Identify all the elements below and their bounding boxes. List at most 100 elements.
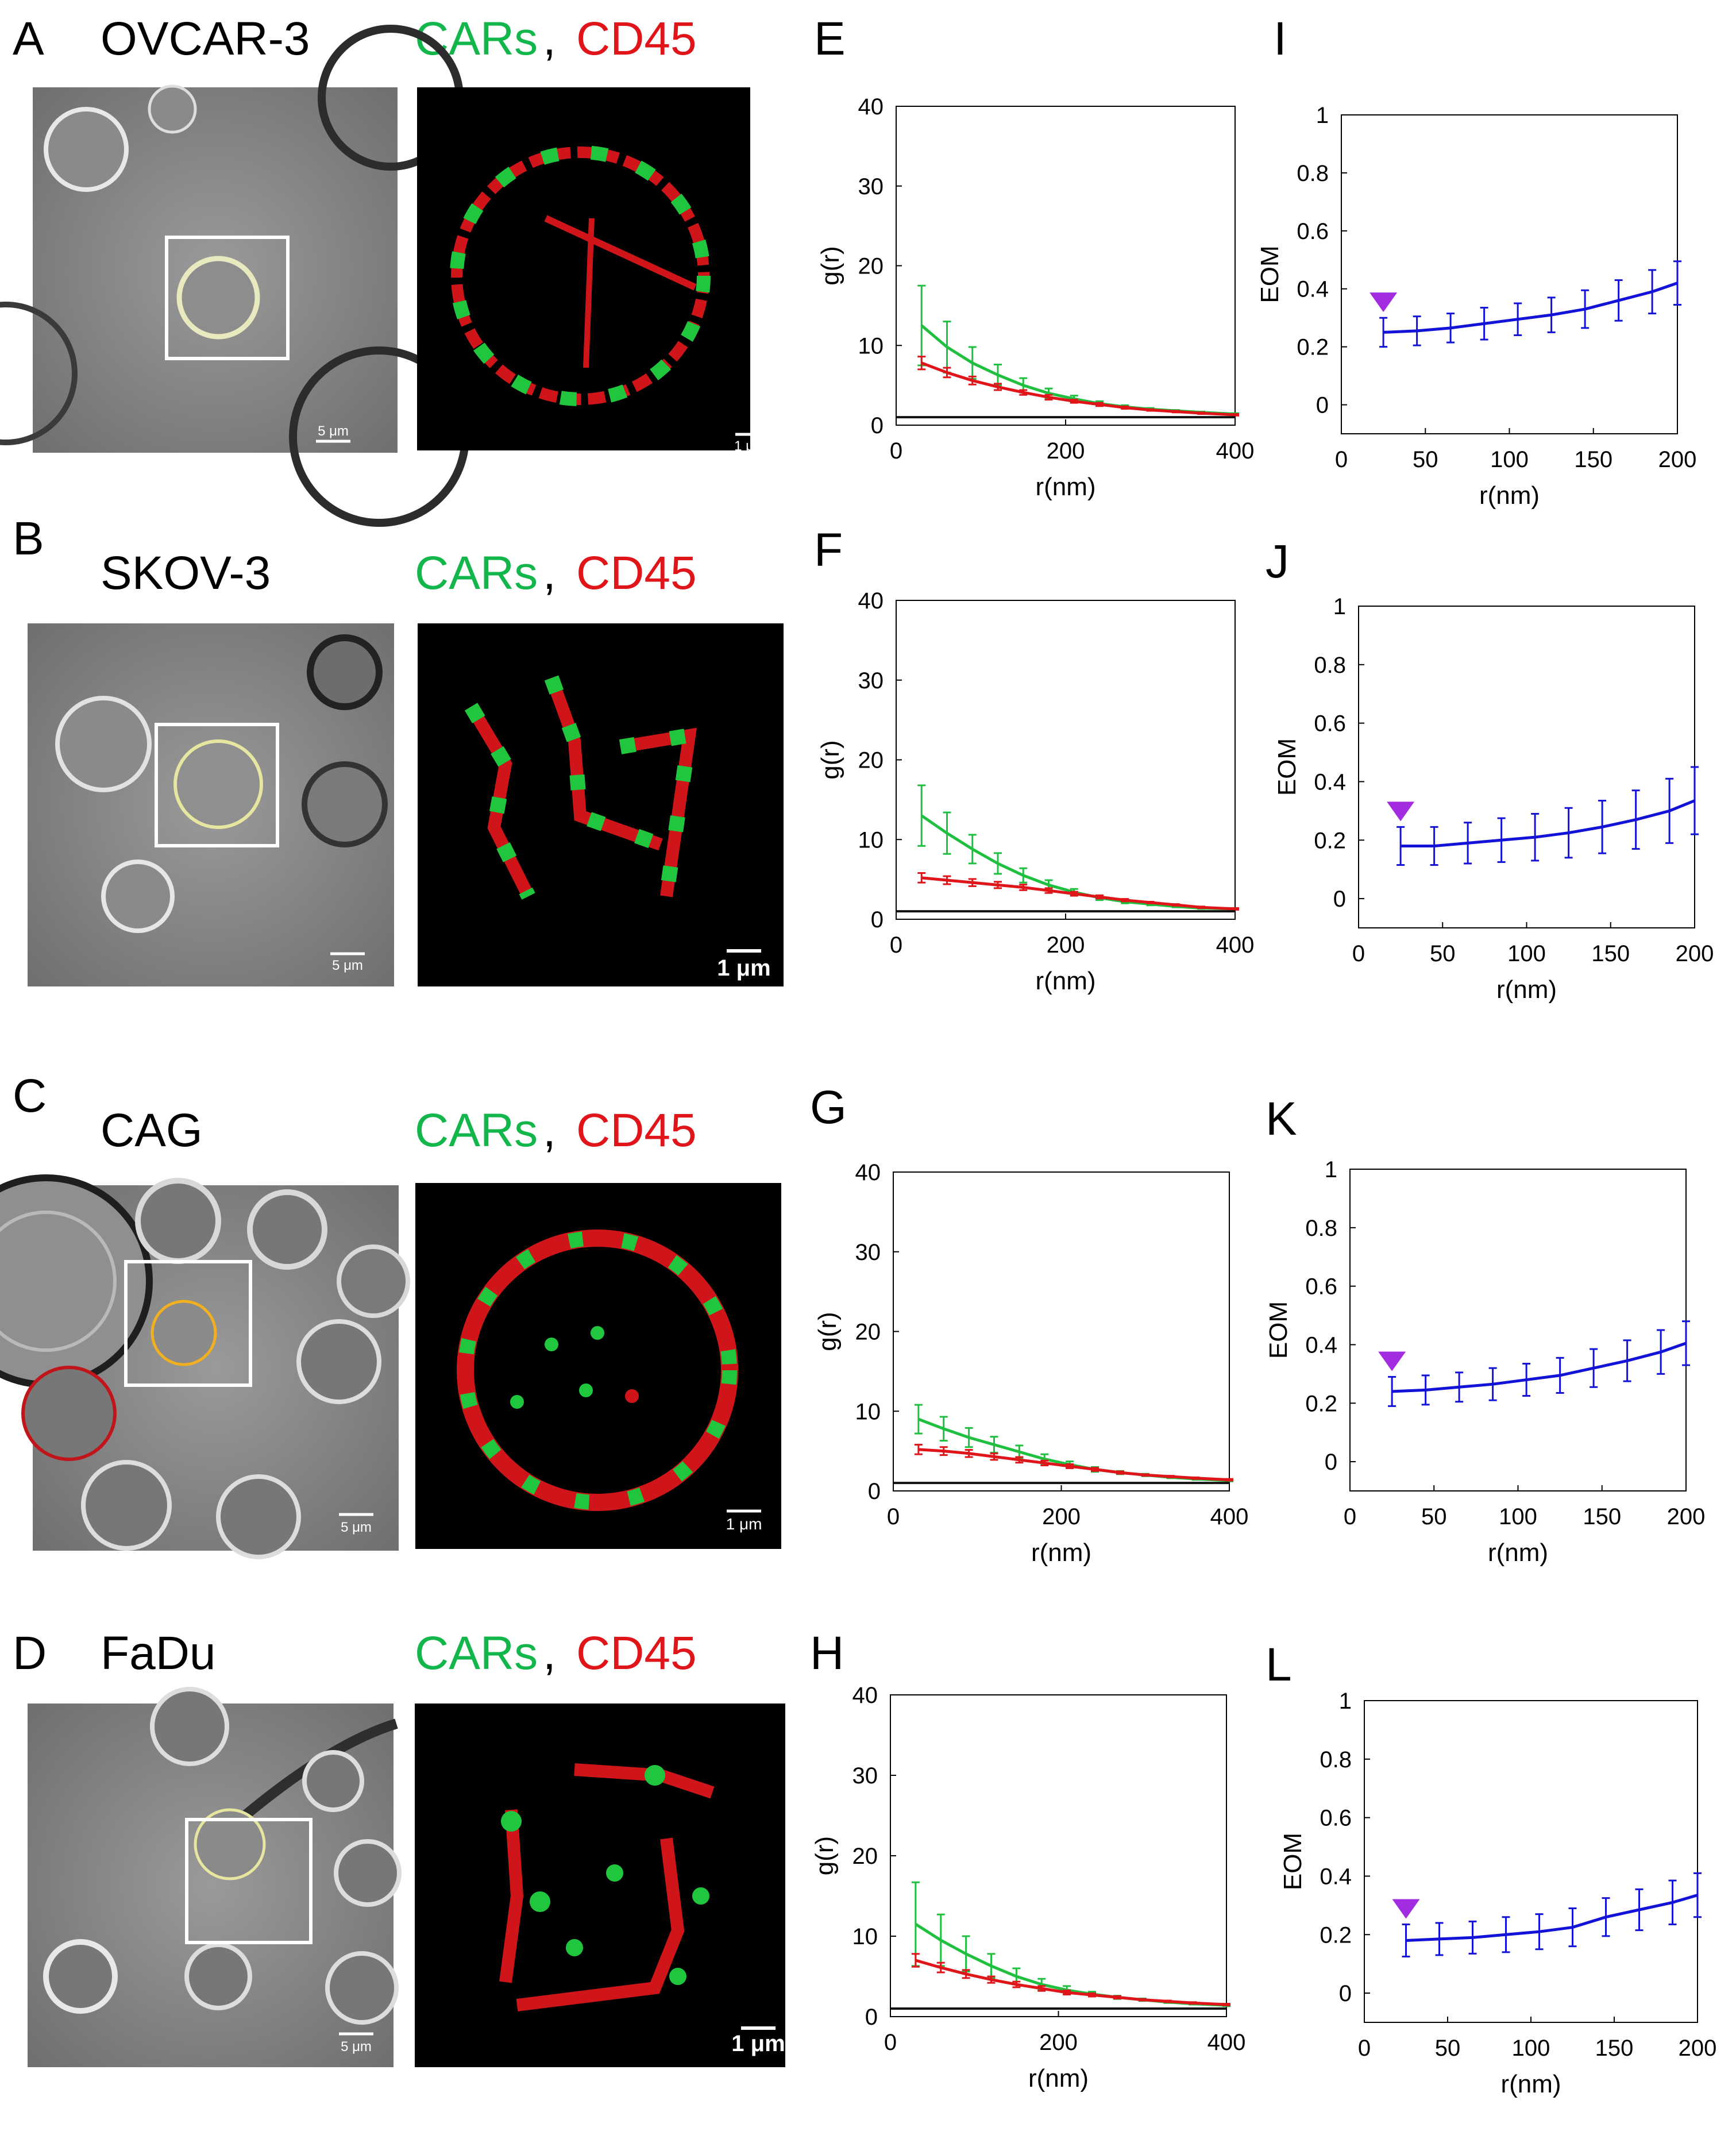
- y-tick-label: 0.6: [1297, 219, 1329, 244]
- x-tick-label: 200: [1676, 941, 1714, 966]
- series-line-blue: [1392, 1342, 1687, 1393]
- legend-cd45: CD45: [576, 13, 697, 65]
- x-tick-label: 200: [1039, 2030, 1078, 2055]
- panel-label-D: D: [13, 1627, 47, 1679]
- row-4: D FaDu CARs , CD45 5 μm: [13, 1627, 1292, 2067]
- x-tick-label: 0: [1358, 2036, 1371, 2061]
- panel-label-F: F: [814, 524, 843, 576]
- x-axis-label: r(nm): [1035, 967, 1095, 995]
- cell-line-title: FaDu: [101, 1627, 216, 1679]
- y-tick-label: 30: [852, 1763, 878, 1789]
- scale-bar-label: 5 μm: [341, 2039, 372, 2055]
- x-tick-label: 0: [890, 438, 902, 464]
- x-axis-label: r(nm): [1031, 1539, 1091, 1567]
- y-tick-label: 10: [852, 1924, 878, 1949]
- legend-cars: CARs: [415, 1627, 538, 1679]
- series-line-blue: [1406, 1894, 1698, 1942]
- x-tick-label: 0: [890, 932, 902, 958]
- x-axis-label: r(nm): [1488, 1539, 1548, 1567]
- y-tick-label: 0.4: [1314, 769, 1346, 795]
- x-tick-label: 400: [1216, 932, 1255, 958]
- chart-L: 0 50 100 150 200 0 0.2 0.4 0.6 0.8 1 r(nm) EOM: [1279, 1689, 1716, 2098]
- x-tick-label: 0: [1344, 1504, 1356, 1529]
- x-tick-label: 150: [1591, 941, 1630, 966]
- legend-cars: CARs: [415, 547, 538, 599]
- y-tick-label: 0: [871, 907, 884, 932]
- y-tick-label: 1: [1325, 1157, 1337, 1182]
- legend-sep: ,: [543, 13, 556, 65]
- y-tick-label: 0.2: [1314, 828, 1346, 853]
- x-tick-label: 100: [1490, 447, 1529, 472]
- x-axis-label: r(nm): [1035, 473, 1095, 501]
- panel-label-L: L: [1266, 1639, 1292, 1691]
- x-axis-label: r(nm): [1479, 481, 1540, 510]
- y-tick-label: 40: [855, 1160, 881, 1185]
- y-tick-label: 10: [858, 827, 884, 853]
- y-tick-label: 0.8: [1314, 653, 1346, 678]
- x-tick-label: 0: [1352, 941, 1365, 966]
- y-tick-label: 0: [1339, 1981, 1352, 2006]
- y-tick-label: 30: [858, 174, 884, 199]
- scale-bar-label: 1 μm: [734, 438, 765, 454]
- y-tick-label: 10: [855, 1399, 881, 1424]
- panel-label-K: K: [1266, 1093, 1297, 1145]
- cell-line-title: OVCAR-3: [101, 13, 310, 65]
- zoom-box: [124, 1260, 252, 1387]
- y-tick-label: 0.6: [1320, 1806, 1352, 1831]
- y-tick-label: 0.4: [1305, 1332, 1337, 1358]
- chart-J: 0 50 100 150 200 0 0.2 0.4 0.6 0.8 1 r(nm) EOM: [1273, 594, 1714, 1004]
- legend-sep: ,: [543, 1627, 556, 1679]
- x-tick-label: 400: [1216, 438, 1255, 464]
- panel-label-J: J: [1266, 535, 1289, 588]
- y-axis-label: EOM: [1279, 1833, 1307, 1890]
- chart-E: 0 200 400 0 10 20 30 40 r(nm) g(r): [816, 94, 1254, 501]
- row-2: B SKOV-3 CARs , CD45 5 μm 1 μm F: [13, 512, 1289, 986]
- y-tick-label: 0.2: [1297, 335, 1329, 360]
- legend-cars: CARs: [415, 1104, 538, 1157]
- series-line-red: [921, 361, 1236, 417]
- cell-line-title: SKOV-3: [101, 547, 271, 599]
- y-tick-label: 0: [1316, 393, 1329, 418]
- fluorescence-image: 1 μm: [415, 1704, 785, 2067]
- x-tick-label: 200: [1047, 932, 1085, 958]
- y-tick-label: 0.2: [1320, 1922, 1352, 1948]
- y-tick-label: 0: [1325, 1450, 1337, 1475]
- y-axis-label: g(r): [816, 246, 844, 285]
- panel-label-E: E: [814, 13, 846, 65]
- chart-F: 0 200 400 0 10 20 30 40 r(nm) g(r): [816, 588, 1254, 995]
- plot-frame: [896, 600, 1236, 920]
- panel-label-A: A: [13, 13, 44, 65]
- y-tick-label: 0.4: [1320, 1864, 1352, 1889]
- x-tick-label: 200: [1047, 438, 1085, 464]
- y-tick-label: 40: [852, 1683, 878, 1708]
- series-line-blue: [1401, 799, 1695, 847]
- legend-cars: CARs: [415, 13, 538, 65]
- y-axis-label: g(r): [813, 1312, 842, 1351]
- marker-triangle-icon: [1369, 292, 1398, 313]
- y-tick-label: 20: [852, 1844, 878, 1869]
- legend-cd45: CD45: [576, 1104, 697, 1157]
- chart-I: 0 50 100 150 200 0 0.2 0.4 0.6 0.8 1 r(nm) EOM: [1256, 103, 1696, 510]
- y-tick-label: 1: [1333, 594, 1346, 619]
- zoom-box: [185, 1818, 313, 1944]
- series-line-red: [921, 876, 1236, 911]
- row-3: C CAG CARs , CD45 5 μm: [0, 1070, 1297, 1559]
- chart-H: 0 200 400 0 10 20 30 40 r(nm) g(r): [811, 1683, 1245, 2092]
- plot-frame: [1358, 606, 1695, 928]
- series-line-blue: [1383, 282, 1678, 334]
- x-tick-label: 50: [1413, 447, 1438, 472]
- panel-label-C: C: [13, 1070, 47, 1122]
- chart-G: 0 200 400 0 10 20 30 40 r(nm) g(r): [813, 1160, 1248, 1567]
- y-tick-label: 30: [855, 1240, 881, 1265]
- x-tick-label: 100: [1512, 2036, 1550, 2061]
- y-tick-label: 0: [865, 2005, 878, 2030]
- y-axis-label: EOM: [1273, 738, 1301, 796]
- legend-sep: ,: [543, 1104, 556, 1157]
- marker-triangle-icon: [1387, 801, 1415, 822]
- panel-label-B: B: [13, 512, 44, 565]
- series-line-red: [915, 1959, 1227, 2006]
- x-tick-label: 200: [1667, 1504, 1706, 1529]
- y-axis-label: EOM: [1256, 245, 1284, 303]
- panel-label-H: H: [810, 1627, 844, 1679]
- x-tick-label: 100: [1499, 1504, 1537, 1529]
